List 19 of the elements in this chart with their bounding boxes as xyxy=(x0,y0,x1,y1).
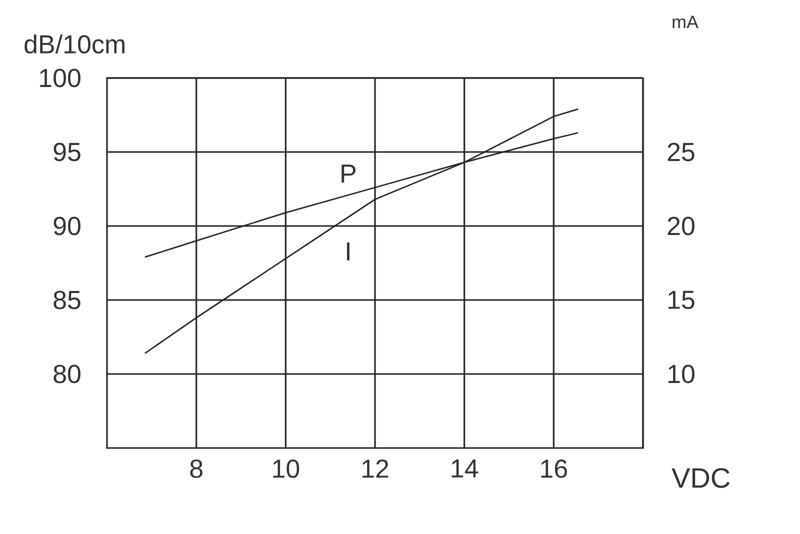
y2-tick-label: 15 xyxy=(668,290,694,310)
y-tick-label: 100 xyxy=(40,68,80,88)
series-label: P xyxy=(342,164,356,183)
y-tick-label: 90 xyxy=(54,216,80,236)
x-tick-label: 8 xyxy=(190,460,202,478)
y2-tick-label: 20 xyxy=(668,216,694,236)
y2-tick-label: 25 xyxy=(668,142,694,162)
y-tick-label: 95 xyxy=(54,142,80,162)
x-tick-label: 16 xyxy=(541,460,567,478)
x-axis-title: VDC xyxy=(672,468,730,488)
x-tick-label: 14 xyxy=(452,460,478,478)
x-tick-label: 10 xyxy=(273,460,300,478)
x-tick-label: 12 xyxy=(362,460,388,478)
y2-tick-label: 10 xyxy=(668,364,694,384)
y2-axis-title: mA xyxy=(672,16,698,28)
y-tick-label: 80 xyxy=(54,364,80,384)
y-tick-label: 85 xyxy=(54,290,80,310)
y-axis-title: dB/10cm xyxy=(24,34,124,54)
series-label: I xyxy=(346,242,350,260)
